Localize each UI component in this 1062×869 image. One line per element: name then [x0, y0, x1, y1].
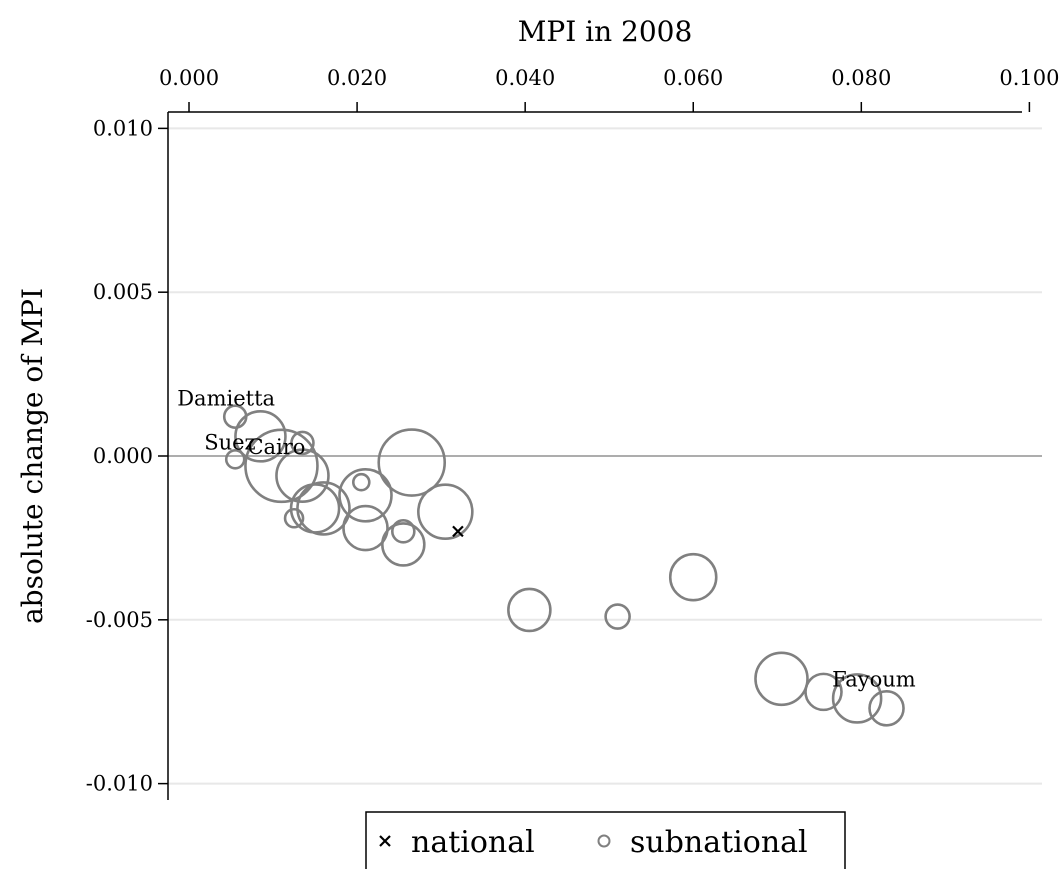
subnational-point — [224, 448, 246, 470]
subnational-point — [668, 552, 718, 602]
subnational-point — [868, 689, 905, 727]
subnational-point — [222, 404, 248, 429]
legend: national subnational — [365, 811, 846, 869]
legend-national-icon — [379, 835, 391, 847]
y-tick-label: 0.000 — [93, 444, 153, 468]
x-axis-title: MPI in 2008 — [518, 15, 693, 48]
subnational-point — [244, 428, 319, 504]
point-label-damietta: Damietta — [177, 387, 275, 411]
subnational-point — [234, 410, 287, 463]
x-tick-label: 0.040 — [495, 66, 555, 90]
x-tick-label: 0.020 — [327, 66, 387, 90]
y-tick-label: 0.005 — [93, 280, 153, 304]
subnational-point — [804, 672, 843, 712]
subnational-point — [831, 673, 883, 724]
y-ticks: 0.010 0.005 0.000 -0.005 -0.010 — [86, 116, 168, 796]
subnational-point — [604, 603, 631, 630]
y-axis-title: absolute change of MPI — [16, 288, 49, 624]
subnational-point — [391, 519, 416, 544]
subnational-point — [754, 651, 809, 707]
subnational-point — [290, 430, 315, 456]
subnational-point — [417, 483, 474, 540]
legend-subnational-icon — [597, 834, 611, 848]
x-ticks: 0.000 0.020 0.040 0.060 0.080 0.100 — [159, 66, 1059, 112]
subnational-point — [381, 522, 426, 567]
subnational-point — [338, 468, 393, 523]
subnational-point — [283, 507, 305, 529]
subnational-point — [377, 428, 447, 497]
x-tick-label: 0.060 — [663, 66, 723, 90]
x-tick-label: 0.100 — [999, 66, 1059, 90]
x-tick-label: 0.080 — [831, 66, 891, 90]
legend-national-label: national — [411, 825, 535, 860]
point-label-fayoum: Fayoum — [832, 667, 916, 691]
point-label-suez: Suez — [204, 430, 255, 454]
subnational-point — [296, 481, 351, 536]
subnational-point — [275, 448, 330, 503]
y-tick-label: -0.005 — [86, 608, 153, 632]
x-tick-label: 0.000 — [159, 66, 219, 90]
subnational-point — [342, 504, 389, 552]
subnational-point — [507, 587, 552, 633]
data-marks — [222, 404, 905, 727]
legend-box — [365, 811, 846, 869]
y-tick-label: -0.010 — [86, 772, 153, 796]
national-point — [452, 525, 464, 538]
point-label-cairo: Cairo — [247, 435, 305, 459]
subnational-point — [351, 472, 371, 492]
legend-subnational-label: subnational — [630, 825, 808, 860]
y-tick-label: 0.010 — [93, 116, 153, 140]
